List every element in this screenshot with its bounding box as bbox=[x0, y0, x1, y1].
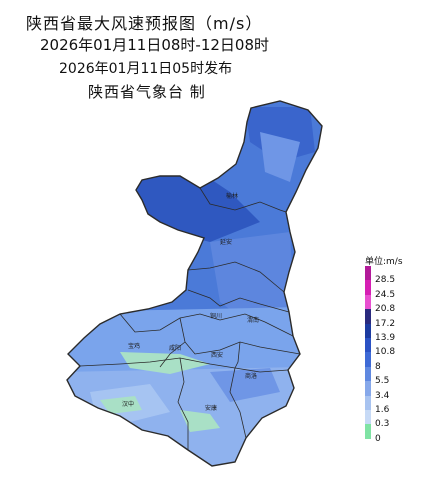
legend-swatch bbox=[365, 280, 371, 295]
legend-value: 5.5 bbox=[375, 376, 390, 387]
province-outline bbox=[66, 100, 323, 467]
issuer: 陕西省气象台 制 bbox=[88, 83, 206, 101]
legend-value: 8 bbox=[375, 361, 381, 372]
city-boundaries bbox=[79, 187, 301, 450]
city-label-xianyang: 咸阳 bbox=[169, 344, 181, 352]
legend-swatch bbox=[365, 309, 371, 324]
city-label-ankang: 安康 bbox=[205, 404, 217, 412]
city-label-xian: 西安 bbox=[211, 351, 223, 359]
legend-swatch bbox=[365, 409, 371, 425]
legend-value: 28.5 bbox=[375, 275, 396, 286]
wind-field bbox=[67, 101, 322, 466]
legend-swatch bbox=[365, 424, 371, 439]
legend-swatch bbox=[365, 381, 371, 396]
legend-value: 0.3 bbox=[375, 419, 390, 430]
city-label-weinan: 渭南 bbox=[247, 316, 259, 324]
legend-swatch bbox=[365, 395, 371, 410]
legend-swatch bbox=[365, 352, 371, 367]
legend-value: 0 bbox=[375, 433, 381, 444]
city-label-tongchuan: 铜川 bbox=[210, 312, 222, 320]
city-label-hanzhong: 汉中 bbox=[122, 400, 134, 408]
legend: 单位:m/s 28.5 24.5 20.8 17.2 13.9 10.8 8 5.5 3.4 1.… bbox=[365, 254, 425, 468]
legend-value: 10.8 bbox=[375, 347, 396, 358]
legend-swatch bbox=[365, 366, 371, 382]
city-label-yulin: 榆林 bbox=[226, 192, 238, 200]
legend-value: 20.8 bbox=[375, 304, 396, 315]
forecast-period: 2026年01月11日08时-12日08时 bbox=[40, 36, 270, 54]
legend-value: 1.6 bbox=[375, 405, 390, 415]
legend-swatch bbox=[365, 266, 371, 281]
city-labels: 榆林 延安 铜川 渭南 宝鸡 咸阳 西安 商洛 汉中 安康 bbox=[122, 192, 259, 412]
city-label-yanan: 延安 bbox=[220, 238, 232, 246]
legend-swatch bbox=[365, 323, 371, 338]
map-title: 陕西省最大风速预报图（m/s） bbox=[26, 14, 263, 33]
legend-value: 17.2 bbox=[375, 318, 396, 329]
issue-time: 2026年01月11日05时发布 bbox=[59, 61, 233, 77]
legend-swatch bbox=[365, 294, 371, 310]
legend-color-bar bbox=[365, 266, 371, 439]
city-label-shangluo: 商洛 bbox=[245, 372, 257, 380]
wind-speed-map: 榆林 延安 铜川 渭南 宝鸡 咸阳 西安 商洛 汉中 安康 bbox=[66, 100, 323, 467]
legend-swatch bbox=[365, 337, 371, 353]
legend-value: 24.5 bbox=[375, 289, 396, 300]
legend-title: 单位:m/s bbox=[365, 257, 403, 267]
legend-value: 3.4 bbox=[375, 390, 390, 401]
legend-value: 13.9 bbox=[375, 333, 396, 343]
city-label-baoji: 宝鸡 bbox=[128, 342, 140, 350]
